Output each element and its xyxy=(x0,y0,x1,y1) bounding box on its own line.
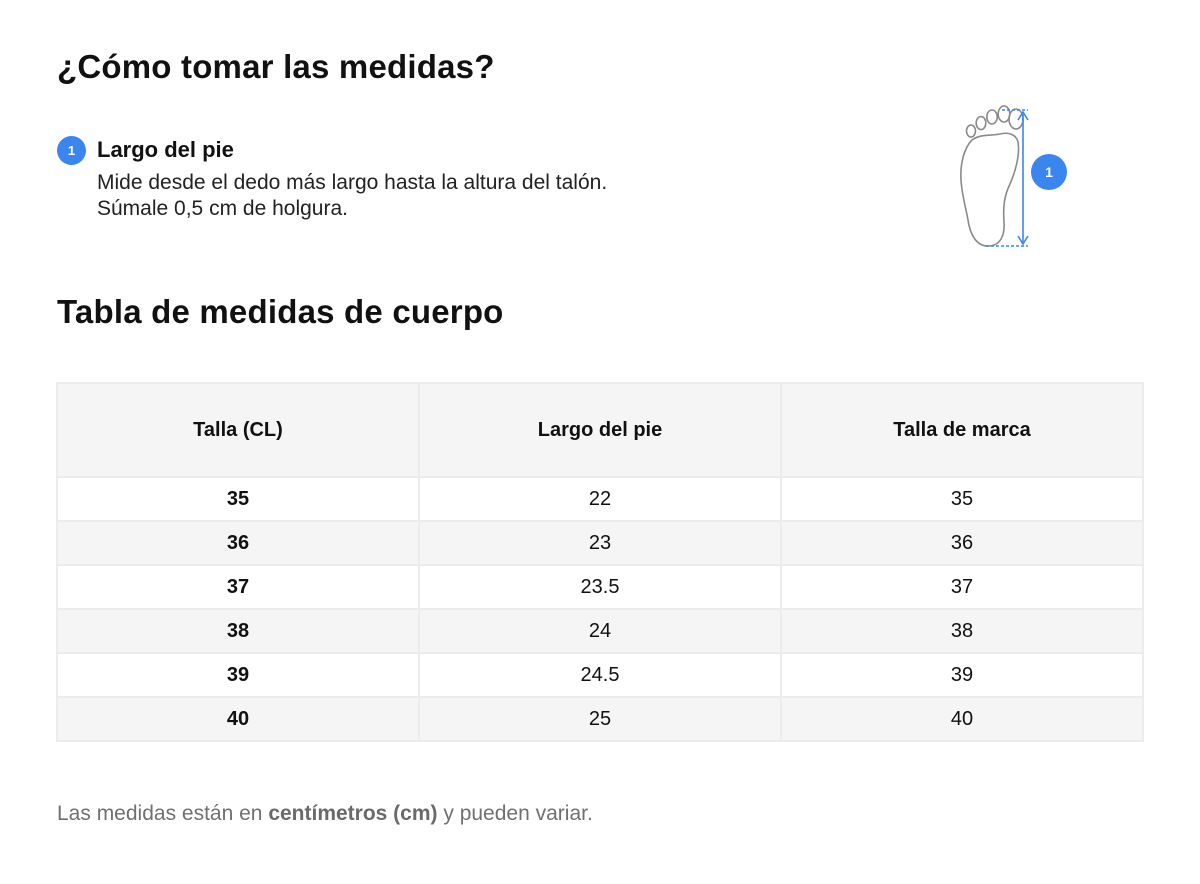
column-header-talla-cl: Talla (CL) xyxy=(56,382,420,478)
illustration-badge xyxy=(1031,154,1067,190)
table-row: 39 24.5 39 xyxy=(56,652,1144,698)
size-table: Talla (CL) Largo del pie Talla de marca … xyxy=(56,382,1144,742)
cell-talla-cl: 35 xyxy=(56,476,420,522)
cell-talla-cl: 39 xyxy=(56,652,420,698)
cell-talla-marca: 40 xyxy=(780,696,1144,742)
cell-largo-pie: 24 xyxy=(418,608,782,654)
table-row: 40 25 40 xyxy=(56,696,1144,742)
units-note-emphasis: centímetros (cm) xyxy=(268,802,438,825)
cell-largo-pie: 23 xyxy=(418,520,782,566)
cell-talla-marca: 37 xyxy=(780,564,1144,610)
illustration-badge-label: 1 xyxy=(1045,164,1053,180)
step-description: Mide desde el dedo más largo hasta la al… xyxy=(97,171,608,220)
cell-largo-pie: 23.5 xyxy=(418,564,782,610)
column-header-talla-marca: Talla de marca xyxy=(780,382,1144,478)
table-header-row: Talla (CL) Largo del pie Talla de marca xyxy=(56,382,1144,478)
cell-talla-cl: 40 xyxy=(56,696,420,742)
section-title: Tabla de medidas de cuerpo xyxy=(57,293,504,330)
cell-talla-marca: 38 xyxy=(780,608,1144,654)
step-number-badge: 1 xyxy=(57,136,86,165)
page-title: ¿Cómo tomar las medidas? xyxy=(57,48,495,85)
cell-talla-cl: 37 xyxy=(56,564,420,610)
cell-talla-cl: 36 xyxy=(56,520,420,566)
foot-outline-icon: 1 xyxy=(960,105,1067,247)
cell-talla-marca: 35 xyxy=(780,476,1144,522)
units-note-suffix: y pueden variar. xyxy=(437,802,593,825)
units-note: Las medidas están en centímetros (cm) y … xyxy=(57,802,593,826)
table-row: 38 24 38 xyxy=(56,608,1144,654)
table-row: 37 23.5 37 xyxy=(56,564,1144,610)
table-row: 35 22 35 xyxy=(56,476,1144,522)
cell-talla-marca: 39 xyxy=(780,652,1144,698)
cell-largo-pie: 22 xyxy=(418,476,782,522)
column-header-largo-pie: Largo del pie xyxy=(418,382,782,478)
cell-largo-pie: 24.5 xyxy=(418,652,782,698)
cell-talla-marca: 36 xyxy=(780,520,1144,566)
cell-talla-cl: 38 xyxy=(56,608,420,654)
step-title: Largo del pie xyxy=(97,137,234,162)
units-note-prefix: Las medidas están en xyxy=(57,802,269,825)
table-row: 36 23 36 xyxy=(56,520,1144,566)
cell-largo-pie: 25 xyxy=(418,696,782,742)
